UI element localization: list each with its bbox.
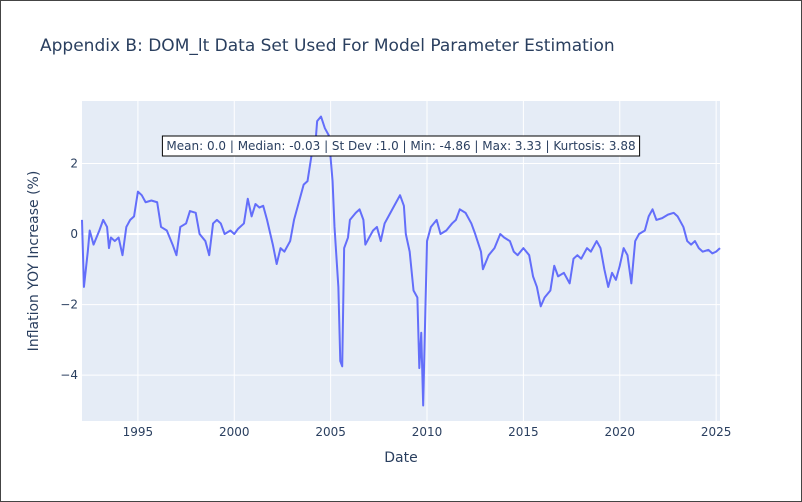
y-tick-label: −4 — [60, 368, 78, 382]
x-tick-label: 1995 — [123, 425, 154, 439]
y-axis-label: Inflation YOY Increase (%) — [26, 171, 42, 352]
x-tick-label: 2010 — [412, 425, 443, 439]
x-tick-label: 2020 — [604, 425, 635, 439]
annotation-box — [161, 135, 641, 157]
annotation: Mean: 0.0 | Median: -0.03 | St Dev :1.0 … — [166, 139, 635, 153]
x-tick-label: 2025 — [701, 425, 732, 439]
chart-title: Appendix B: DOM_lt Data Set Used For Mod… — [40, 36, 615, 56]
x-axis-label: Date — [384, 450, 417, 466]
y-tick-label: 0 — [70, 227, 78, 241]
x-tick-label: 2000 — [219, 425, 250, 439]
y-tick-label: −2 — [60, 298, 78, 312]
y-tick-label: 2 — [70, 156, 78, 170]
x-tick-label: 2015 — [508, 425, 539, 439]
data-line — [81, 115, 721, 407]
x-tick-label: 2005 — [315, 425, 346, 439]
